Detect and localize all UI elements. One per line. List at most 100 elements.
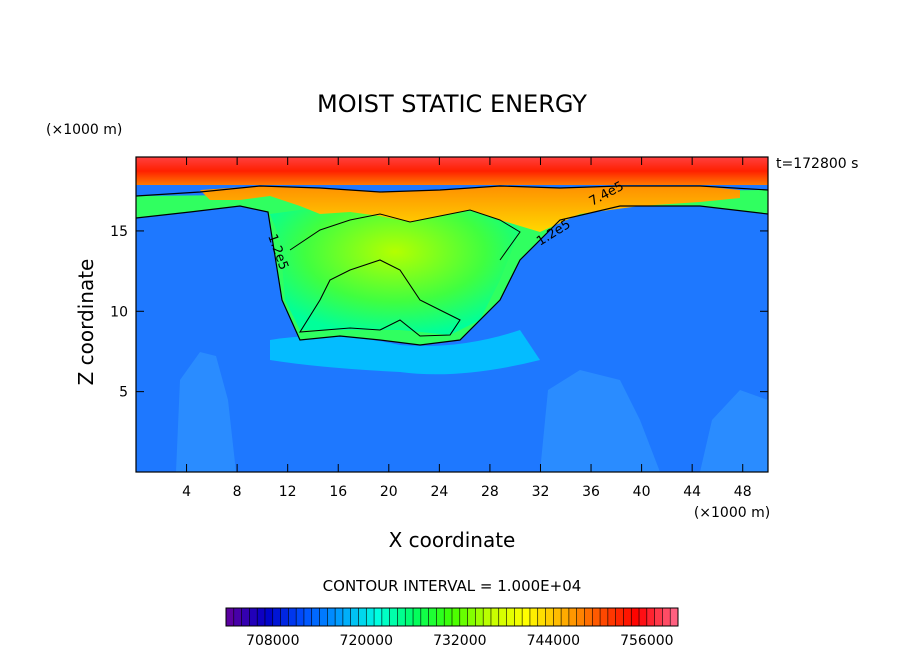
field-top-band (136, 157, 768, 185)
x-tick-label: 4 (182, 484, 191, 500)
field-transition-zone (270, 330, 540, 375)
field-lower-plume (176, 352, 236, 472)
colorbar-cell (280, 608, 289, 626)
colorbar-cell (615, 608, 624, 626)
colorbar-cell (600, 608, 609, 626)
colorbar-tick-label: 732000 (433, 633, 486, 649)
y-axis-label: Z coordinate (74, 259, 98, 386)
colorbar-cell (623, 608, 632, 626)
y-tick-label: 5 (119, 385, 128, 401)
colorbar-cell (264, 608, 274, 626)
contour-interval-label: CONTOUR INTERVAL = 1.000E+04 (323, 577, 582, 595)
contour-line (289, 209, 521, 261)
colorbar-cell (561, 608, 570, 626)
x-tick-label: 44 (683, 484, 701, 500)
colorbar-cell (249, 608, 258, 626)
colorbar-cell (413, 608, 422, 626)
field-cloud-core (270, 196, 520, 335)
colorbar-cell (522, 608, 531, 626)
x-tick-label: 16 (329, 484, 347, 500)
colorbar-cell (646, 608, 656, 626)
colorbar-cell (405, 608, 414, 626)
x-tick-label: 48 (734, 484, 752, 500)
x-axis-label: X coordinate (389, 528, 516, 552)
y-tick-label: 10 (110, 304, 128, 320)
plot-frame (135, 156, 769, 473)
colorbar-cell (498, 608, 508, 626)
x-tick-label: 20 (380, 484, 398, 500)
time-label: t=172800 s (776, 156, 858, 172)
field-upper-layer (200, 186, 740, 232)
colorbar-cell (483, 608, 492, 626)
colorbar-cell (233, 608, 243, 626)
colorbar-cell (592, 608, 601, 626)
colorbar-cell (350, 608, 359, 626)
colorbar-cell (545, 608, 554, 626)
colorbar-tick-label: 708000 (246, 633, 299, 649)
colorbar-cell (584, 608, 593, 626)
colorbar-cell (475, 608, 484, 626)
colorbar-cell (303, 608, 313, 626)
colorbar-cell (662, 608, 671, 626)
colorbar-cell (374, 608, 383, 626)
y-tick-label: 15 (110, 224, 128, 240)
chart-title: MOIST STATIC ENERGY (317, 90, 587, 118)
colorbar-cell (576, 608, 585, 626)
colorbar-cell (366, 608, 375, 626)
x-tick-label: 12 (279, 484, 297, 500)
colorbar-cell (506, 608, 515, 626)
colorbar-cell (428, 608, 437, 626)
colorbar-tick-label: 720000 (340, 633, 393, 649)
colorbar-cell (389, 608, 398, 626)
contour-line (136, 205, 768, 346)
x-tick-label: 8 (233, 484, 242, 500)
plot-area: 1.2e5 1.2e5 7.4e5 (136, 157, 768, 472)
colorbar-cell (241, 608, 250, 626)
colorbar-cell (296, 608, 305, 626)
colorbar-cell (397, 608, 406, 626)
colorbar-cell (452, 608, 461, 626)
colorbar-cell (631, 608, 640, 626)
colorbar-cell (654, 608, 663, 626)
colorbar-cell (537, 608, 547, 626)
colorbar-cell (342, 608, 352, 626)
colorbar-cell (467, 608, 476, 626)
colorbar-cell (226, 608, 235, 626)
colorbar-cell (311, 608, 321, 626)
y-unit-label: (×1000 m) (46, 122, 122, 138)
colorbar-frame (225, 607, 679, 627)
colorbar-tick-label: 744000 (527, 633, 580, 649)
contour-line (136, 185, 768, 197)
x-tick-label: 24 (430, 484, 448, 500)
colorbar-cell (607, 608, 617, 626)
colorbar-cell (670, 608, 679, 626)
colorbar-cell (436, 608, 445, 626)
x-tick-label: 32 (532, 484, 550, 500)
x-tick-label: 40 (633, 484, 651, 500)
colorbar (225, 607, 679, 627)
colorbar-cell (381, 608, 391, 626)
colorbar-cell (529, 608, 539, 626)
contour-line (298, 259, 461, 337)
colorbar-cell (553, 608, 562, 626)
y-axis-ticks: 5 10 15 (110, 224, 768, 401)
colorbar-cell (358, 608, 367, 626)
colorbar-cell (288, 608, 297, 626)
colorbar-cell (459, 608, 469, 626)
x-unit-label: (×1000 m) (694, 505, 770, 521)
field-lower-plume (540, 370, 660, 472)
colorbar-cell (444, 608, 453, 626)
colorbar-cell (490, 608, 500, 626)
colorbar-cell (639, 608, 648, 626)
colorbar-cell (514, 608, 523, 626)
colorbar-cell (420, 608, 430, 626)
colorbar-cell (568, 608, 578, 626)
colorbar-cell (272, 608, 282, 626)
x-axis-ticks: 4 8 12 16 20 24 28 32 36 40 44 48 (182, 157, 752, 500)
colorbar-cell (319, 608, 328, 626)
colorbar-cell (257, 608, 266, 626)
colorbar-cell (327, 608, 336, 626)
colorbar-cell (335, 608, 344, 626)
x-tick-label: 36 (582, 484, 600, 500)
